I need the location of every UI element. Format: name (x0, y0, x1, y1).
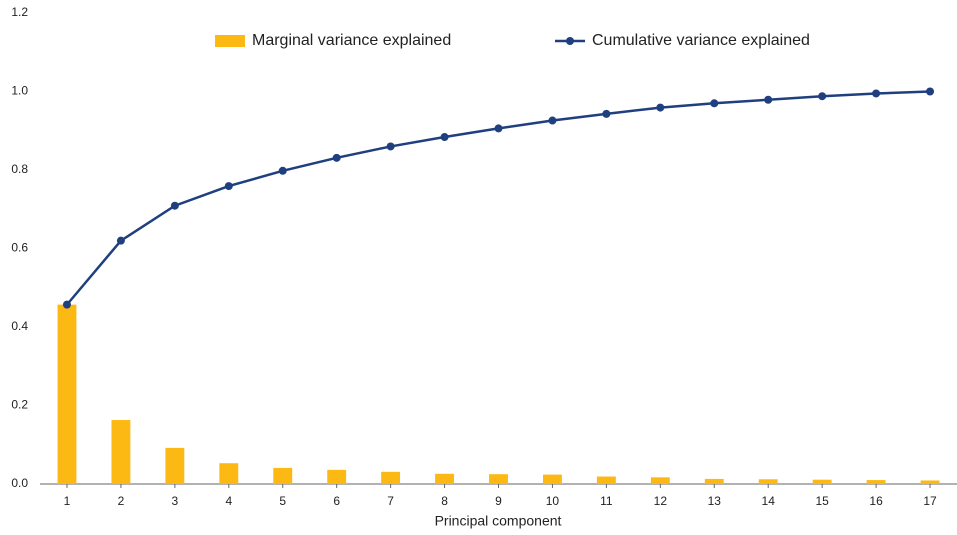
bar (273, 467, 293, 484)
bar (650, 477, 670, 484)
bar (920, 480, 940, 484)
x-tick-label: 1 (64, 494, 71, 508)
legend-swatch (566, 37, 574, 45)
x-tick-label: 7 (387, 494, 394, 508)
x-tick-label: 4 (225, 494, 232, 508)
point (386, 142, 395, 151)
point (656, 103, 665, 112)
x-tick-label: 9 (495, 494, 502, 508)
bar (165, 447, 185, 484)
x-tick-label: 6 (333, 494, 340, 508)
bar (596, 476, 616, 484)
bar (57, 304, 77, 484)
x-tick-label: 14 (762, 494, 776, 508)
bar (489, 474, 508, 484)
point (494, 124, 503, 133)
x-tick-label: 12 (654, 494, 668, 508)
legend-label: Cumulative variance explained (592, 32, 810, 49)
point (710, 99, 719, 108)
point (764, 95, 773, 104)
point (548, 116, 557, 125)
x-tick-label: 16 (869, 494, 883, 508)
x-tick-label: 15 (815, 494, 829, 508)
bar (111, 420, 131, 484)
y-tick-label: 0.6 (11, 241, 28, 255)
y-tick-label: 1.0 (11, 84, 28, 98)
x-tick-label: 2 (118, 494, 125, 508)
point (224, 182, 233, 191)
x-tick-label: 17 (923, 494, 937, 508)
legend-label: Marginal variance explained (252, 32, 451, 49)
point (440, 133, 449, 142)
bar (758, 479, 778, 484)
point (926, 87, 935, 96)
bar (327, 469, 347, 484)
bar (812, 479, 832, 484)
x-tick-label: 5 (279, 494, 286, 508)
x-tick-label: 8 (441, 494, 448, 508)
point (278, 166, 287, 175)
bar (381, 471, 401, 484)
x-tick-label: 11 (600, 494, 613, 508)
y-tick-label: 0.2 (11, 398, 28, 412)
point (818, 92, 827, 101)
x-tick-label: 3 (172, 494, 179, 508)
x-axis-label: Principal component (435, 513, 562, 529)
y-tick-label: 0.4 (11, 319, 28, 333)
y-tick-label: 0.8 (11, 162, 28, 176)
point (170, 201, 179, 210)
point (872, 89, 881, 98)
legend-swatch (215, 35, 245, 47)
point (602, 109, 611, 118)
bar (219, 463, 239, 484)
line (66, 90, 931, 306)
point (116, 236, 125, 245)
x-tick-label: 13 (708, 494, 722, 508)
bar (543, 474, 562, 484)
x-tick-label: 10 (546, 494, 560, 508)
bar (435, 473, 454, 484)
bar (704, 478, 724, 484)
point (332, 153, 341, 162)
y-tick-label: 0.0 (11, 476, 28, 490)
bar (866, 480, 886, 484)
y-tick-label: 1.2 (11, 5, 28, 19)
point (62, 300, 71, 309)
